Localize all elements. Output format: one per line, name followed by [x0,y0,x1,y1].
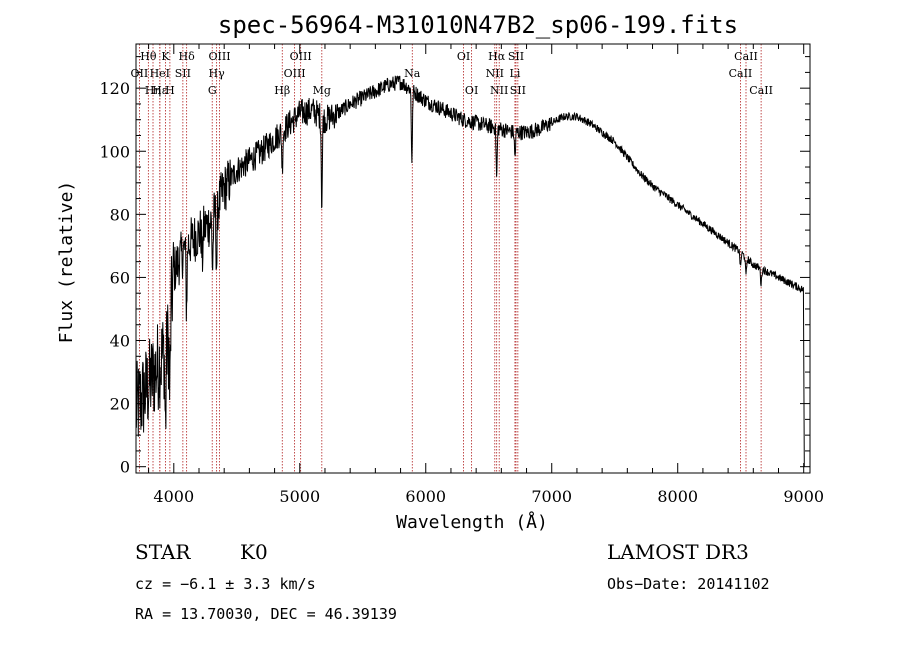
observation-date: Obs−Date: 20141102 [607,575,770,593]
x-tick-label: 5000 [279,487,320,506]
y-tick-label: 40 [110,332,130,351]
line-label-4: HeI [150,67,170,80]
line-label-7: H [165,84,175,97]
line-label-9: OIII [208,50,230,63]
y-tick-label: 60 [110,268,130,287]
line-label-8: Hδ [179,50,196,63]
line-label-17: OI [457,50,470,63]
line-label-23: Li [510,67,521,80]
line-label-15: Mg [313,84,331,97]
coordinates: RA = 13.70030, DEC = 46.39139 [135,605,397,623]
y-tick-label: 0 [120,458,130,477]
line-label-27: CaII [749,84,773,97]
y-tick-label: 120 [99,79,130,98]
line-label-20: NII [486,67,504,80]
line-label-24: SII [510,84,526,97]
line-label-21: NII [490,84,508,97]
x-axis-label: Wavelength (Å) [396,511,548,533]
line-label-5: K [161,50,170,63]
line-label-11: G [208,84,217,97]
y-tick-label: 20 [110,395,130,414]
chart-title: spec-56964-M31010N47B2_sp06-199.fits [218,11,738,39]
x-tick-label: 9000 [783,487,824,506]
line-label-18: OI [465,84,478,97]
redshift-cz: cz = −6.1 ± 3.3 km/s [135,575,316,593]
y-axis-label: Flux (relative) [56,181,77,344]
line-label-13: OIII [290,50,312,63]
x-tick-label: 7000 [531,487,572,506]
line-label-6: SII [175,67,191,80]
spectral-line-markers [139,44,762,473]
object-class: STAR [135,540,191,564]
line-label-26: CaII [729,67,753,80]
x-tick-label: 4000 [153,487,194,506]
line-label-12: Hβ [274,84,290,97]
x-tick-label: 6000 [405,487,446,506]
line-label-16: Na [404,67,421,80]
line-label-10: Hγ [209,67,226,80]
line-label-19: Hα [488,50,506,63]
line-label-3: Hε [152,84,168,97]
line-label-0: Hθ [140,50,157,63]
plot-frame [135,43,811,474]
line-label-2: Hη [145,84,161,97]
line-label-14: OIII [284,67,306,80]
axis-tick-labels: 4000 5000 6000 7000 8000 9000 0 20 40 60 80 100 120 [99,79,824,506]
line-label-1: OII [131,67,149,80]
x-tick-label: 8000 [657,487,698,506]
y-tick-label: 80 [110,205,130,224]
line-label-22: SII [508,50,524,63]
axis-ticks [136,44,810,473]
object-subclass: K0 [240,540,268,564]
survey-name: LAMOST DR3 [607,540,749,564]
line-label-25: CaII [734,50,758,63]
y-tick-label: 100 [99,142,130,161]
flux-series-line [135,75,805,467]
